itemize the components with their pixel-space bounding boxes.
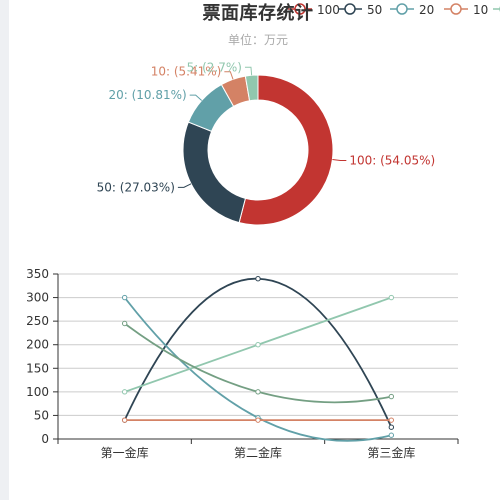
legend-marker bbox=[396, 3, 408, 15]
pie-slice-label: 50: (27.03%) bbox=[97, 180, 175, 194]
series-point bbox=[121, 389, 128, 395]
pie-label-line bbox=[177, 183, 192, 188]
pie-slice bbox=[182, 121, 247, 224]
legend-label: 100 bbox=[317, 3, 340, 17]
series-point bbox=[255, 342, 261, 348]
y-tick-label: 350 bbox=[26, 267, 49, 281]
chart-subtitle: 单位：万元 bbox=[227, 33, 288, 47]
pie-label-line bbox=[189, 94, 203, 101]
series-point bbox=[388, 432, 395, 438]
x-tick-label: 第三金库 bbox=[367, 445, 415, 460]
pie-slice-label: 100: (54.05%) bbox=[349, 154, 435, 168]
pie-slice-label: 5: (2.7%) bbox=[187, 60, 242, 74]
legend-marker bbox=[450, 3, 462, 15]
pie-label-line bbox=[244, 66, 253, 76]
chart-title: 票面库存统计 bbox=[202, 3, 314, 24]
y-tick-label: 300 bbox=[26, 291, 49, 305]
y-tick-label: 150 bbox=[26, 361, 49, 375]
y-tick-label: 0 bbox=[41, 432, 49, 446]
series-point bbox=[255, 417, 261, 423]
legend-label: 10 bbox=[473, 3, 488, 17]
series-point bbox=[121, 320, 128, 327]
series-point bbox=[388, 424, 395, 430]
series-point bbox=[388, 393, 395, 400]
y-tick-label: 50 bbox=[34, 408, 49, 422]
series-point bbox=[388, 417, 395, 423]
legend-label: 20 bbox=[419, 3, 434, 17]
legend-marker bbox=[344, 3, 356, 15]
series-point bbox=[388, 294, 395, 301]
y-tick-label: 250 bbox=[26, 314, 49, 328]
pie-label-line bbox=[332, 159, 347, 162]
x-tick-label: 第二金库 bbox=[234, 445, 282, 460]
series-point bbox=[121, 417, 128, 423]
series-line bbox=[123, 277, 393, 428]
legend-label: 50 bbox=[367, 3, 382, 17]
pie-label-line bbox=[224, 71, 234, 80]
y-tick-label: 100 bbox=[26, 385, 49, 399]
series-point bbox=[255, 276, 261, 282]
y-tick-label: 200 bbox=[26, 338, 49, 352]
pie-slice-label: 20: (10.81%) bbox=[108, 88, 186, 102]
page-gutter bbox=[0, 0, 9, 500]
pie-slice bbox=[244, 74, 259, 102]
pie-slice-label: 10: (5.41%) bbox=[151, 65, 222, 79]
x-tick-label: 第一金库 bbox=[101, 445, 149, 460]
legend-marker bbox=[294, 3, 306, 15]
series-point bbox=[121, 294, 128, 301]
pie-slice bbox=[238, 74, 334, 226]
series-point bbox=[255, 389, 261, 395]
